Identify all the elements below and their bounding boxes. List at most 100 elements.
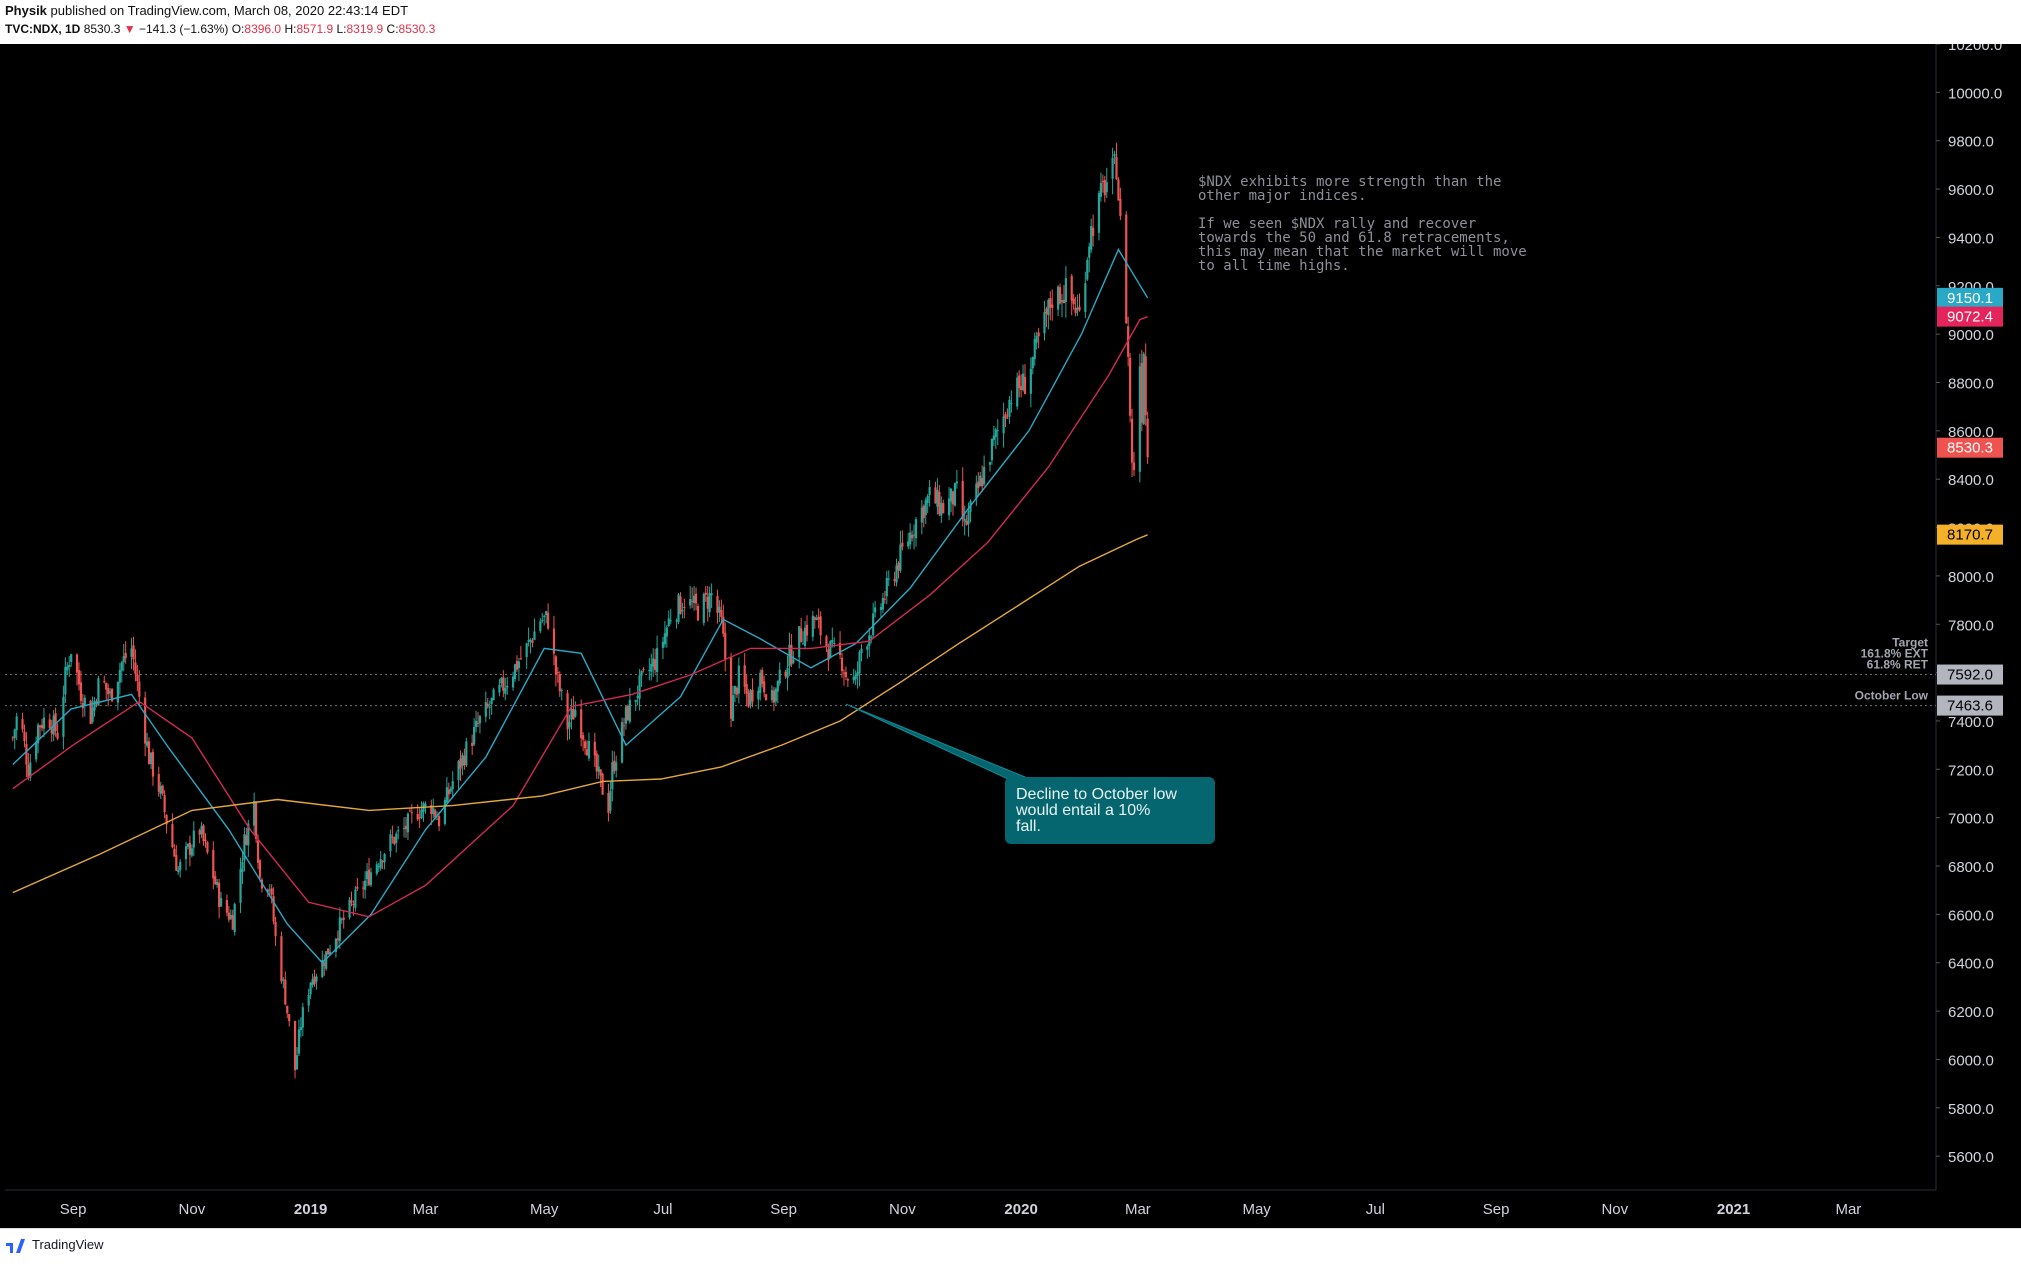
candle-body (556, 672, 559, 674)
candle-body (866, 646, 869, 650)
candle-body (749, 690, 752, 705)
candle-body (757, 690, 760, 700)
level-label: October Low (1855, 689, 1929, 703)
candle-body (936, 489, 939, 507)
candle-body (677, 594, 680, 622)
candle-body (490, 697, 493, 704)
candle-body (175, 855, 178, 871)
candle-body (790, 644, 793, 665)
candle-body (949, 488, 953, 502)
candle-body (116, 681, 120, 703)
candle-body (663, 633, 666, 645)
candle-body (513, 664, 517, 680)
candle-body (402, 828, 406, 830)
candle-body (488, 706, 491, 708)
candle-body (511, 676, 515, 688)
candle-body (204, 839, 207, 842)
candle-body (23, 731, 26, 742)
candle-body (54, 713, 57, 732)
author-name[interactable]: Physik (5, 3, 47, 18)
candle-body (979, 475, 982, 487)
candle-body (280, 936, 283, 982)
candle-body (1111, 157, 1114, 179)
candle-body (40, 724, 44, 729)
candle-body (813, 617, 816, 620)
candle-body (253, 801, 256, 826)
x-tick-label: 2020 (1004, 1201, 1037, 1218)
price-change: −141.3 (−1.63%) (138, 22, 229, 36)
x-tick-label: Sep (1483, 1201, 1510, 1218)
candle-body (342, 917, 345, 920)
price-label-text: 7592.0 (1947, 667, 1993, 684)
callout-box (1005, 777, 1215, 844)
candle-body (983, 466, 986, 485)
tradingview-icon (6, 1234, 25, 1253)
candle-body (912, 534, 916, 536)
candle-body (911, 534, 914, 539)
annotation-line: $NDX exhibits more strength than the (1198, 174, 1501, 190)
candle-body (282, 979, 285, 981)
candle-body (50, 728, 53, 734)
candle-body (691, 600, 694, 602)
candle-body (926, 495, 929, 503)
candle-body (1117, 179, 1120, 201)
y-tick-label: 8800.0 (1948, 375, 1994, 392)
price-label-text: 8530.3 (1947, 440, 1993, 457)
candle-body (967, 511, 970, 525)
candle-body (990, 438, 994, 461)
candle-body (679, 596, 682, 614)
moving-average-line (12, 534, 1148, 894)
candle-body (447, 789, 450, 795)
candle-body (27, 765, 30, 779)
candle-body (1103, 179, 1106, 196)
candle-body (356, 886, 359, 889)
low-label: L: (336, 22, 347, 36)
candle-body (313, 976, 316, 985)
candle-body (186, 844, 190, 847)
candle-body (97, 678, 100, 706)
candle-body (239, 869, 242, 903)
candle-body (443, 799, 447, 824)
price-label-text: 7463.6 (1947, 698, 1993, 715)
candle-body (638, 675, 641, 699)
candle-body (831, 639, 834, 643)
candle-body (25, 743, 28, 765)
candle-body (743, 665, 746, 687)
candle-body (539, 621, 542, 632)
candle-body (202, 825, 205, 842)
candle-body (352, 903, 355, 906)
candle-body (720, 610, 723, 617)
candle-body (354, 889, 357, 908)
candle-body (817, 616, 820, 620)
candle-body (1016, 377, 1019, 407)
candle-body (801, 643, 805, 645)
tradingview-logo[interactable]: TradingView (6, 1234, 104, 1253)
candle-body (1043, 312, 1046, 334)
candle-body (268, 889, 271, 891)
candle-body (311, 979, 314, 986)
down-arrow-icon: ▼ (123, 22, 136, 36)
candle-body (751, 689, 754, 702)
candle-body (568, 722, 571, 728)
candle-body (652, 658, 655, 667)
candle-body (1144, 356, 1147, 416)
candle-body (145, 741, 149, 746)
candle-body (1010, 402, 1013, 404)
price-chart[interactable]: 5600.0 5800.0 6000.0 6200.0 6400.0 6600.0 6800… (0, 44, 2021, 1228)
candle-body (829, 641, 832, 659)
candle-body (1033, 338, 1036, 360)
candle-body (1142, 353, 1145, 425)
candle-body (1078, 306, 1081, 311)
annotation-line: towards the 50 and 61.8 retracements, (1198, 230, 1510, 246)
candle-body (274, 921, 277, 937)
candle-body (879, 606, 883, 611)
candle-body (379, 859, 382, 869)
candle-body (406, 813, 410, 833)
candle-body (710, 593, 713, 596)
candle-body (909, 532, 912, 545)
y-tick-label: 8400.0 (1948, 472, 1994, 489)
candle-body (504, 687, 507, 694)
candle-body (792, 659, 795, 663)
candle-body (515, 661, 519, 670)
callout-text: Decline to October low (1016, 786, 1177, 803)
